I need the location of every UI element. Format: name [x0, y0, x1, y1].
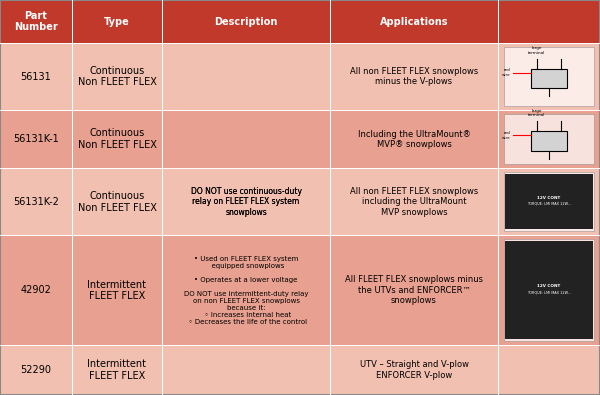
FancyBboxPatch shape	[0, 43, 72, 110]
FancyBboxPatch shape	[0, 168, 72, 235]
Text: red
wire: red wire	[502, 68, 510, 77]
Text: All non FLEET FLEX snowplows
minus the V-plows: All non FLEET FLEX snowplows minus the V…	[350, 67, 478, 87]
FancyBboxPatch shape	[504, 172, 594, 231]
Text: 56131: 56131	[20, 71, 52, 82]
FancyBboxPatch shape	[0, 235, 72, 345]
Text: • Used on FLEET FLEX system
  equipped snowplows

• Operates at a lower voltage
: • Used on FLEET FLEX system equipped sno…	[184, 256, 308, 325]
FancyBboxPatch shape	[330, 345, 498, 395]
Text: TORQUE: LMI MAX 12W...: TORQUE: LMI MAX 12W...	[527, 202, 571, 206]
Text: Part
Number: Part Number	[14, 11, 58, 32]
FancyBboxPatch shape	[498, 235, 600, 345]
Text: 56131K-1: 56131K-1	[13, 134, 59, 144]
Text: Intermittent
FLEET FLEX: Intermittent FLEET FLEX	[88, 280, 146, 301]
FancyBboxPatch shape	[498, 0, 600, 43]
FancyBboxPatch shape	[162, 345, 330, 395]
FancyBboxPatch shape	[504, 114, 594, 164]
Text: 12V CONT: 12V CONT	[538, 196, 560, 200]
FancyBboxPatch shape	[72, 235, 162, 345]
FancyBboxPatch shape	[505, 174, 593, 229]
FancyBboxPatch shape	[498, 345, 600, 395]
Text: Continuous
Non FLEET FLEX: Continuous Non FLEET FLEX	[77, 66, 157, 87]
FancyBboxPatch shape	[498, 168, 600, 235]
FancyBboxPatch shape	[330, 43, 498, 110]
Text: 42902: 42902	[20, 285, 52, 295]
Text: Intermittent
FLEET FLEX: Intermittent FLEET FLEX	[88, 359, 146, 381]
FancyBboxPatch shape	[72, 43, 162, 110]
Text: Continuous
Non FLEET FLEX: Continuous Non FLEET FLEX	[77, 191, 157, 213]
Text: Including the UltraMount®
MVP® snowplows: Including the UltraMount® MVP® snowplows	[358, 130, 470, 149]
FancyBboxPatch shape	[531, 131, 567, 151]
FancyBboxPatch shape	[504, 47, 594, 106]
Text: All non FLEET FLEX snowplows
including the UltraMount
MVP snowplows: All non FLEET FLEX snowplows including t…	[350, 187, 478, 217]
Text: large
terminal: large terminal	[529, 109, 545, 117]
Text: 56131K-2: 56131K-2	[13, 197, 59, 207]
Text: Continuous
Non FLEET FLEX: Continuous Non FLEET FLEX	[77, 128, 157, 150]
FancyBboxPatch shape	[330, 168, 498, 235]
FancyBboxPatch shape	[162, 110, 330, 168]
FancyBboxPatch shape	[162, 0, 330, 43]
FancyBboxPatch shape	[162, 43, 330, 110]
FancyBboxPatch shape	[504, 239, 594, 341]
FancyBboxPatch shape	[72, 0, 162, 43]
Text: TORQUE: LMI MAX 12W...: TORQUE: LMI MAX 12W...	[527, 290, 571, 294]
FancyBboxPatch shape	[72, 110, 162, 168]
Text: Applications: Applications	[380, 17, 448, 26]
FancyBboxPatch shape	[498, 43, 600, 110]
FancyBboxPatch shape	[330, 110, 498, 168]
Text: Type: Type	[104, 17, 130, 26]
Text: red
wire: red wire	[502, 131, 510, 139]
FancyBboxPatch shape	[162, 168, 330, 235]
FancyBboxPatch shape	[330, 0, 498, 43]
FancyBboxPatch shape	[162, 235, 330, 345]
Text: UTV – Straight and V-plow
ENFORCER V-plow: UTV – Straight and V-plow ENFORCER V-plo…	[359, 361, 469, 380]
FancyBboxPatch shape	[330, 235, 498, 345]
FancyBboxPatch shape	[72, 345, 162, 395]
Text: 52290: 52290	[20, 365, 52, 375]
Text: All FLEET FLEX snowplows minus
the UTVs and ENFORCER™
snowplows: All FLEET FLEX snowplows minus the UTVs …	[345, 275, 483, 305]
FancyBboxPatch shape	[162, 168, 330, 235]
FancyBboxPatch shape	[498, 110, 600, 168]
FancyBboxPatch shape	[0, 345, 72, 395]
FancyBboxPatch shape	[72, 168, 162, 235]
Text: large
terminal: large terminal	[529, 46, 545, 55]
FancyBboxPatch shape	[505, 241, 593, 339]
Text: DO NOT use continuous-duty
relay on FLEET FLEX system
snowplows: DO NOT use continuous-duty relay on FLEE…	[191, 187, 302, 217]
FancyBboxPatch shape	[0, 0, 72, 43]
FancyBboxPatch shape	[531, 69, 567, 88]
Text: 12V CONT: 12V CONT	[538, 284, 560, 288]
FancyBboxPatch shape	[0, 110, 72, 168]
Text: DO NOT use continuous-duty
relay on FLEET FLEX system
snowplows: DO NOT use continuous-duty relay on FLEE…	[191, 187, 302, 217]
Text: Description: Description	[214, 17, 278, 26]
